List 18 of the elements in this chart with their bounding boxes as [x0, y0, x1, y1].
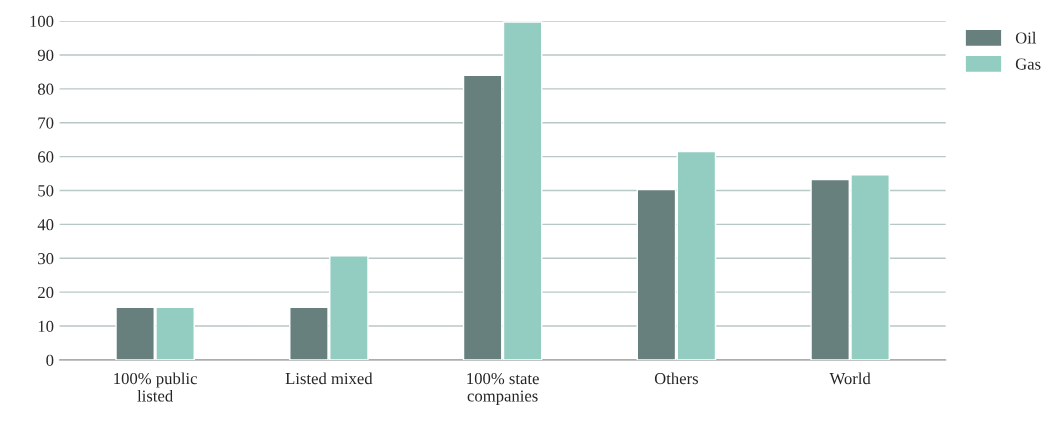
y-tick-label: 50	[38, 185, 54, 197]
y-tick-label: 0	[46, 354, 54, 366]
y-tick-label: 40	[37, 219, 54, 231]
y-tick-label: 100	[30, 15, 54, 27]
x-tick-label: World	[829, 372, 871, 385]
y-tick-label: 30	[38, 252, 54, 265]
y-tick-label: 20	[38, 286, 54, 299]
legend-label: Oil	[1015, 31, 1037, 44]
x-tick-label: Others	[654, 372, 699, 385]
x-tick-label: 100% public listed	[114, 372, 197, 402]
y-tick-label: 90	[37, 49, 54, 61]
y-tick-label: 70	[38, 117, 54, 129]
legend-label: Gas	[1015, 58, 1041, 70]
y-tick-label: 80	[37, 83, 54, 95]
y-tick-label: 10	[38, 320, 54, 333]
y-tick-label: 60	[38, 151, 54, 163]
x-tick-label: Listed mixed	[285, 372, 373, 385]
x-tick-label: 100% state companies	[467, 372, 539, 405]
